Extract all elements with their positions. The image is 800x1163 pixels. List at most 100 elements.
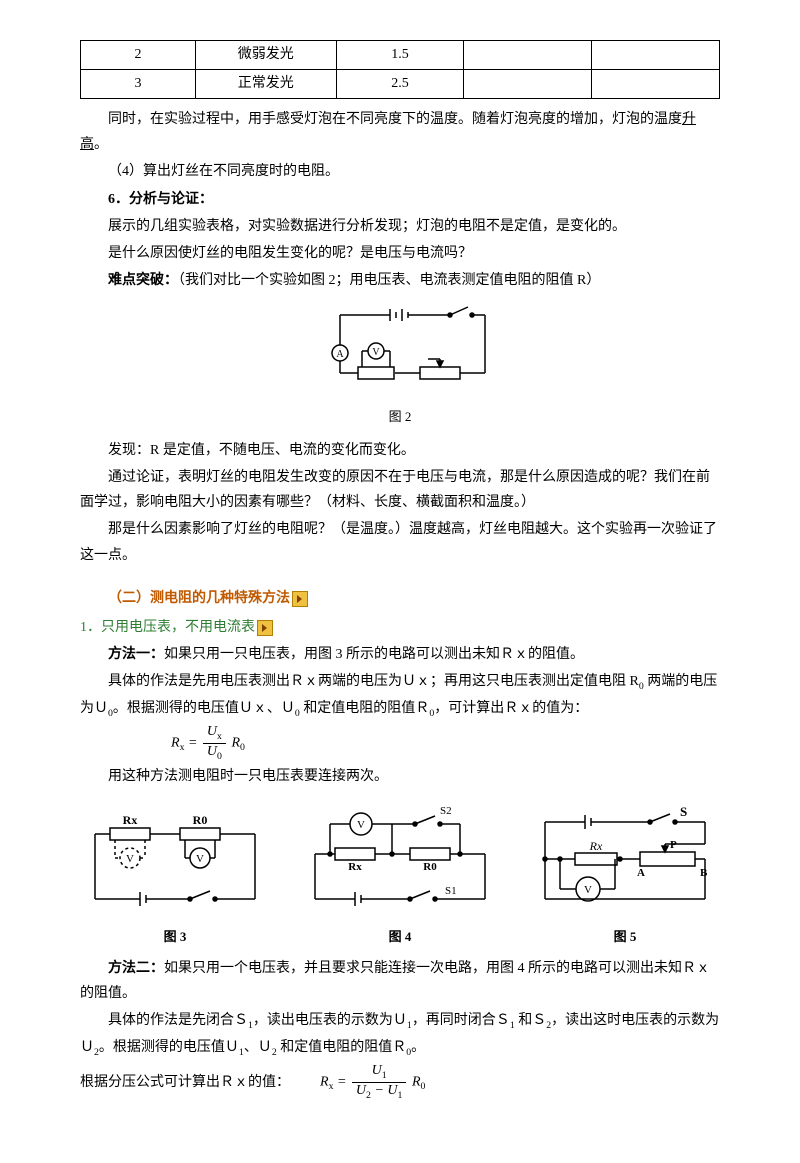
fraction: Ux U0: [203, 724, 226, 762]
text: 和定值电阻的阻值Ｒ: [300, 701, 430, 716]
f: R: [171, 736, 180, 751]
formula-2: Rx = U1 U2 − U1 R0: [320, 1063, 425, 1101]
f: U: [356, 1083, 366, 1098]
figure-row: Rx R0 V V 图 3: [80, 804, 720, 949]
text-bold: 方法二：: [108, 961, 164, 976]
paragraph: 方法二：如果只用一个电压表，并且要求只能连接一次电路，用图 4 所示的电路可以测…: [80, 956, 720, 1006]
text: 。根据测得的电压值Ｕ: [99, 1040, 239, 1055]
f: 1: [382, 1070, 387, 1081]
text: 具体的作法是先用电压表测出Ｒｘ两端的电压为Ｕｘ；再用这只电压表测出定值电阻 R: [108, 674, 639, 689]
paragraph: 那是什么因素影响了灯丝的电阻呢？（是温度。）温度越高，灯丝电阻越大。这个实验再一…: [80, 517, 720, 567]
label: P: [670, 839, 677, 851]
label: Rx: [123, 813, 138, 827]
label: V: [584, 884, 592, 896]
play-icon: [292, 591, 308, 607]
label: V: [357, 819, 365, 831]
f: 0: [240, 742, 245, 753]
formula-1: Rx = Ux U0 R0: [171, 724, 245, 762]
f: U: [207, 744, 217, 759]
section-heading: （二）测电阻的几种特殊方法: [80, 586, 720, 611]
paragraph: 通过论证，表明灯丝的电阻发生改变的原因不在于电压与电流，那是什么原因造成的呢？我…: [80, 465, 720, 515]
figure-caption: 图 5: [530, 925, 720, 948]
text: ，再同时闭合Ｓ: [412, 1013, 510, 1028]
label: R0: [423, 861, 437, 873]
voltmeter-label: V: [372, 347, 380, 358]
text: （二）测电阻的几种特殊方法: [108, 591, 290, 606]
circuit-diagram-2: V A: [300, 303, 500, 393]
text: 如果只用一个电压表，并且要求只能连接一次电路，用图 4 所示的电路可以测出未知Ｒ…: [80, 961, 710, 1001]
figure-caption: 图 3: [80, 925, 270, 948]
cell: 3: [81, 70, 196, 99]
f: 0: [217, 751, 222, 762]
f: 2: [366, 1090, 371, 1101]
label: A: [637, 867, 645, 879]
label: V: [196, 853, 204, 865]
table-row: 2 微弱发光 1.5: [81, 41, 720, 70]
text: 。根据测得的电压值Ｕｘ、Ｕ: [113, 701, 295, 716]
cell: 正常发光: [196, 70, 337, 99]
formula-line: 根据分压公式可计算出Ｒｘ的值： Rx = U1 U2 − U1 R0: [80, 1063, 720, 1101]
f: x: [329, 1081, 334, 1092]
label: Rx: [348, 861, 362, 873]
figure-2: V A 图 2: [80, 303, 720, 428]
figure-caption: 图 2: [80, 405, 720, 428]
text: （我们对比一个实验如图 2；用电压表、电流表测定值电阻的阻值 R）: [178, 273, 600, 288]
circuit-diagram-3: Rx R0 V V: [80, 804, 270, 914]
f: R: [412, 1075, 421, 1090]
label: S2: [440, 805, 452, 817]
cell: 微弱发光: [196, 41, 337, 70]
paragraph: 同时，在实验过程中，用手感受灯泡在不同亮度下的温度。随着灯泡亮度的增加，灯泡的温…: [80, 107, 720, 157]
paragraph: 具体的作法是先用电压表测出Ｒｘ两端的电压为Ｕｘ；再用这只电压表测出定值电阻 R0…: [80, 669, 720, 722]
paragraph: 难点突破：（我们对比一个实验如图 2；用电压表、电流表测定值电阻的阻值 R）: [80, 268, 720, 293]
paragraph: 具体的作法是先闭合Ｓ1，读出电压表的示数为Ｕ1，再同时闭合Ｓ1 和Ｓ2，读出这时…: [80, 1008, 720, 1061]
figure-3: Rx R0 V V 图 3: [80, 804, 270, 949]
text: 同时，在实验过程中，用手感受灯泡在不同亮度下的温度。随着灯泡亮度的增加，灯泡的温…: [108, 112, 682, 127]
f: −: [374, 1083, 383, 1098]
cell: [464, 41, 592, 70]
heading-6: 6．分析与论证：: [80, 187, 720, 212]
sub-heading: 1．只用电压表，不用电流表: [80, 615, 720, 640]
paragraph: 方法一：如果只用一只电压表，用图 3 所示的电路可以测出未知Ｒｘ的阻值。: [80, 642, 720, 667]
cell: [592, 41, 720, 70]
f: R: [320, 1075, 329, 1090]
circuit-diagram-5: S P Rx A B V: [530, 804, 720, 914]
label: B: [700, 867, 708, 879]
table-row: 3 正常发光 2.5: [81, 70, 720, 99]
figure-5: S P Rx A B V 图 5: [530, 804, 720, 949]
text: 。: [94, 137, 108, 152]
text: ，读出电压表的示数为Ｕ: [253, 1013, 407, 1028]
label: Rx: [589, 839, 603, 853]
circuit-diagram-4: V S2 Rx R0 S1: [300, 804, 500, 914]
f: R: [231, 736, 240, 751]
f: x: [180, 742, 185, 753]
cell: 1.5: [336, 41, 464, 70]
text: 根据分压公式可计算出Ｒｘ的值：: [80, 1070, 290, 1095]
f: x: [217, 731, 222, 742]
text: 具体的作法是先闭合Ｓ: [108, 1013, 248, 1028]
label: R0: [193, 813, 208, 827]
paragraph: 展示的几组实验表格，对实验数据进行分析发现；灯泡的电阻不是定值，是变化的。: [80, 214, 720, 239]
cell: [592, 70, 720, 99]
data-table: 2 微弱发光 1.5 3 正常发光 2.5: [80, 40, 720, 99]
text: ，可计算出Ｒｘ的值为：: [434, 701, 588, 716]
label: V: [126, 853, 134, 865]
figure-caption: 图 4: [300, 925, 500, 948]
cell: 2.5: [336, 70, 464, 99]
f: 1: [398, 1090, 403, 1101]
text: 如果只用一只电压表，用图 3 所示的电路可以测出未知Ｒｘ的阻值。: [164, 647, 584, 662]
f: U: [372, 1063, 382, 1078]
text: 1．只用电压表，不用电流表: [80, 620, 255, 635]
ammeter-label: A: [336, 349, 344, 360]
fraction: U1 U2 − U1: [352, 1063, 407, 1101]
f: U: [387, 1083, 397, 1098]
cell: 2: [81, 41, 196, 70]
figure-4: V S2 Rx R0 S1 图 4: [300, 804, 500, 949]
f: =: [188, 736, 197, 751]
paragraph: 发现：R 是定值，不随电压、电流的变化而变化。: [80, 438, 720, 463]
f: U: [207, 724, 217, 739]
text-bold: 难点突破：: [108, 273, 178, 288]
text: 。: [411, 1040, 425, 1055]
text: 、Ｕ: [244, 1040, 272, 1055]
cell: [464, 70, 592, 99]
play-icon: [257, 620, 273, 636]
